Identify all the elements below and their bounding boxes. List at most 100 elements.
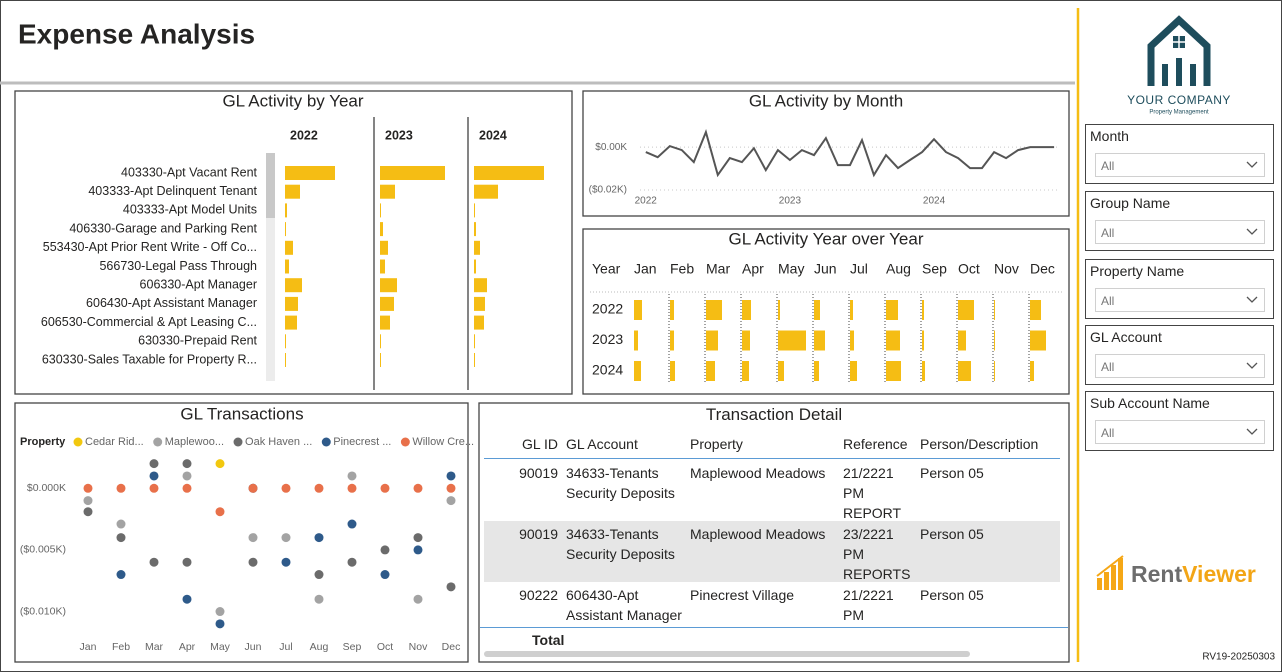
column-header: Reference	[843, 436, 908, 452]
x-tick-label: Mar	[145, 641, 164, 653]
slicer-dropdown[interactable]: All	[1095, 153, 1265, 177]
slicer-label: Group Name	[1090, 195, 1171, 211]
chart-title: GL Activity by Month	[749, 91, 903, 110]
bar	[634, 361, 641, 381]
category-label: 403333-Apt Delinquent Tenant	[88, 184, 257, 198]
x-tick-label: Dec	[442, 641, 461, 653]
bar	[474, 278, 487, 293]
bar	[958, 300, 974, 320]
scatter-point	[182, 471, 192, 481]
brand-icon	[1096, 555, 1124, 590]
bar	[285, 240, 293, 255]
bar	[285, 259, 289, 274]
bar	[886, 361, 901, 381]
scatter-point	[281, 483, 291, 493]
bar	[670, 361, 675, 381]
slicer-dropdown[interactable]: All	[1095, 288, 1265, 312]
scatter-point	[314, 570, 324, 580]
slicer-value: All	[1101, 226, 1115, 240]
company-logo	[1147, 15, 1211, 86]
scatter-point	[281, 533, 291, 543]
table-cell: 34633-Tenants Security Deposits	[566, 526, 675, 562]
scatter-point	[149, 471, 159, 481]
scatter-point	[215, 459, 225, 469]
category-label: 403330-Apt Vacant Rent	[121, 165, 258, 179]
bar	[814, 330, 825, 351]
scrollbar-track	[266, 153, 275, 381]
bar	[380, 296, 394, 311]
scrollbar-thumb	[266, 153, 275, 218]
bar	[380, 203, 381, 218]
column-header: GL ID	[521, 436, 558, 452]
chevron	[1246, 228, 1258, 235]
company-name: YOUR COMPANY	[1127, 93, 1231, 107]
legend-label: Oak Haven ...	[245, 436, 312, 448]
column-header: Dec	[1030, 261, 1055, 277]
series-label: 2022	[290, 128, 318, 142]
x-tick-label: Aug	[310, 641, 329, 653]
bar	[380, 278, 397, 293]
table-row[interactable]: 90019 34633-Tenants Security Deposits Mapl…	[484, 521, 1060, 582]
bar	[958, 361, 971, 381]
scatter-point	[116, 570, 126, 580]
chevron-path	[1246, 161, 1258, 168]
category-label: 606530-Commercial & Apt Leasing C...	[41, 315, 257, 329]
category-label: 606330-Apt Manager	[140, 277, 257, 291]
slicer-dropdown[interactable]: All	[1095, 354, 1265, 378]
bar	[706, 300, 722, 320]
scrollbar[interactable]	[484, 651, 970, 657]
column-header: Sep	[922, 261, 947, 277]
bar	[380, 353, 381, 367]
slicer: GL Account All	[1085, 325, 1274, 385]
scatter-point	[413, 545, 423, 555]
y-tick-label: ($0.005K)	[20, 544, 66, 556]
table-cell: Maplewood Meadows	[690, 526, 826, 542]
bar	[922, 300, 924, 320]
slicer-label: Property Name	[1090, 263, 1185, 279]
bar	[1030, 361, 1034, 381]
table-cell: 21/2221 PM REPORT	[843, 587, 894, 623]
chevron	[1246, 428, 1258, 435]
scatter-point	[413, 594, 423, 604]
slicer-dropdown[interactable]: All	[1095, 220, 1265, 244]
bar	[380, 334, 381, 349]
brand-part: Rent	[1131, 561, 1182, 587]
slicer-value: All	[1101, 159, 1115, 173]
chevron	[1246, 296, 1258, 303]
column-header: Mar	[706, 261, 730, 277]
table-title: Transaction Detail	[705, 405, 843, 424]
scatter-point	[446, 582, 456, 592]
bar	[994, 361, 995, 381]
legend-title: Property	[20, 436, 66, 448]
transaction-table: Transaction Detail GL ID GL Account Proper…	[480, 404, 1068, 661]
bar	[850, 330, 854, 351]
scatter-point	[182, 557, 192, 567]
x-tick-label: May	[210, 641, 231, 653]
bar	[778, 361, 784, 381]
row-label: 2023	[592, 331, 623, 347]
bar	[285, 278, 302, 293]
series-label: 2024	[479, 128, 507, 142]
scatter-point	[248, 557, 258, 567]
scatter-point	[215, 619, 225, 629]
bar	[958, 330, 966, 351]
slicer-dropdown[interactable]: All	[1095, 420, 1265, 444]
x-tick-label: Sep	[343, 641, 362, 653]
bar	[886, 330, 900, 351]
chart-title: GL Activity by Year	[222, 91, 363, 110]
bar	[742, 330, 750, 351]
bar	[922, 361, 925, 381]
bar	[994, 330, 995, 351]
legend-label: Cedar Rid...	[85, 436, 144, 448]
bar	[380, 166, 445, 180]
scatter-point	[380, 570, 390, 580]
brand-part: Viewer	[1182, 561, 1256, 587]
bar	[285, 203, 287, 218]
bar	[474, 259, 476, 274]
table-row[interactable]: 90222 606430-Apt Assistant Manager Pinecre…	[484, 582, 1060, 627]
y-tick-label: ($0.010K)	[20, 605, 66, 617]
column-header: Jan	[634, 261, 657, 277]
table-row[interactable]: 90019 34633-Tenants Security Deposits Mapl…	[484, 460, 1060, 521]
scatter-point	[413, 483, 423, 493]
